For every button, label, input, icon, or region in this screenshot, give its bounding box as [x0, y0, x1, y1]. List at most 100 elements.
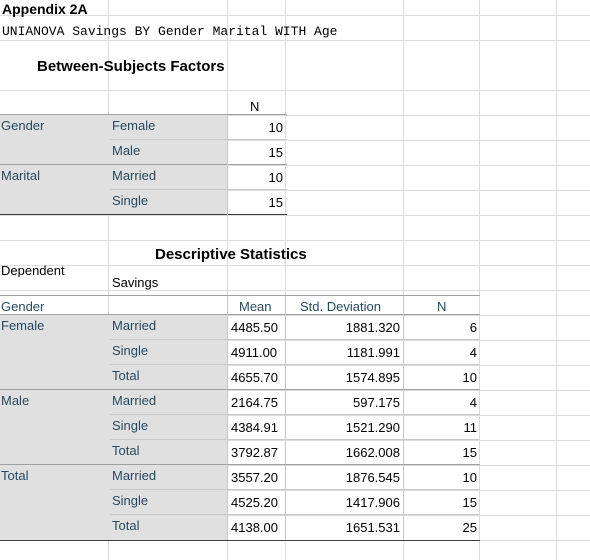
std-deviation-header: Std. Deviation — [300, 299, 381, 314]
dependent-variable-value: Savings — [112, 275, 159, 290]
grid-row-line — [0, 140, 590, 141]
n-cell: 25 — [462, 520, 477, 535]
n-cell: 15 — [462, 445, 477, 460]
grid-row-line — [0, 90, 590, 91]
grid-col-line — [285, 0, 286, 560]
marital-row-label: Married — [112, 318, 157, 333]
n-cell: 10 — [462, 370, 477, 385]
table-rule — [110, 339, 480, 340]
grid-row-line — [0, 215, 590, 216]
n-cell: 4 — [469, 345, 477, 360]
factor-level-n: 10 — [268, 170, 283, 185]
mean-cell: 4525.20 — [231, 495, 278, 510]
gender-header: Gender — [1, 299, 45, 314]
grid-row-line — [0, 265, 590, 266]
grid-row-line — [0, 365, 590, 366]
gender-group-label: Total — [1, 468, 29, 483]
column-separator — [227, 115, 228, 215]
std-deviation-cell: 1876.545 — [345, 470, 400, 485]
grid-row-line — [0, 290, 590, 291]
syntax-command: UNIANOVA Savings BY Gender Marital WITH … — [2, 24, 338, 39]
n-cell: 15 — [462, 495, 477, 510]
mean-cell: 4655.70 — [231, 370, 278, 385]
n-cell: 6 — [469, 320, 477, 335]
table-rule — [0, 314, 480, 315]
table-rule — [110, 489, 480, 490]
std-deviation-cell: 1651.531 — [345, 520, 400, 535]
table-rule — [0, 295, 480, 296]
table-rule — [110, 364, 480, 365]
factor-level-n: 15 — [268, 145, 283, 160]
column-separator — [403, 296, 404, 540]
marital-row-label: Total — [112, 368, 140, 383]
n-header: N — [437, 299, 447, 314]
std-deviation-cell: 1181.991 — [346, 345, 400, 360]
grid-row-line — [0, 40, 590, 41]
gender-group-label: Female — [1, 318, 45, 333]
table-rule — [0, 464, 480, 465]
grid-row-line — [0, 440, 590, 441]
grid-row-line — [0, 165, 590, 166]
n-cell: 4 — [469, 395, 477, 410]
std-deviation-cell: 1574.895 — [345, 370, 400, 385]
factor-level-label: Married — [112, 168, 157, 183]
table-rule — [0, 389, 480, 390]
std-deviation-cell: 1662.008 — [345, 445, 400, 460]
mean-cell: 4485.50 — [231, 320, 278, 335]
marital-row-label: Married — [112, 468, 157, 483]
factors-n-header: N — [250, 99, 260, 114]
table-rule — [0, 114, 287, 115]
n-cell: 11 — [463, 420, 478, 435]
dependent-variable-label: Dependent Variable: — [1, 265, 65, 277]
column-separator — [227, 296, 228, 540]
table-rule — [0, 540, 480, 541]
factor-level-n: 10 — [268, 120, 283, 135]
std-deviation-cell: 1417.906 — [345, 495, 400, 510]
column-separator — [285, 296, 286, 540]
marital-row-label: Total — [112, 443, 140, 458]
mean-cell: 4138.00 — [231, 520, 278, 535]
std-deviation-cell: 1881.320 — [345, 320, 400, 335]
marital-row-label: Single — [112, 343, 149, 358]
grid-col-line — [479, 0, 480, 560]
grid-row-line — [0, 15, 590, 16]
marital-row-label: Married — [112, 393, 157, 408]
grid-row-line — [0, 515, 590, 516]
n-cell: 10 — [462, 470, 477, 485]
grid-row-line — [0, 115, 590, 116]
grid-row-line — [0, 240, 590, 241]
marital-row-label: Single — [112, 418, 149, 433]
grid-col-line — [227, 0, 228, 560]
table-rule — [110, 189, 287, 190]
table-rule — [0, 164, 287, 165]
mean-cell: 3557.20 — [231, 470, 278, 485]
grid-row-line — [0, 390, 590, 391]
mean-cell: 2164.75 — [231, 395, 278, 410]
factor-name-marital: Marital — [1, 168, 41, 183]
table-rule — [110, 139, 287, 140]
table-rule — [110, 514, 480, 515]
grid-row-line — [0, 190, 590, 191]
table-rule — [0, 214, 287, 215]
factor-level-n: 15 — [268, 195, 283, 210]
table-rule — [110, 439, 480, 440]
grid-row-line — [0, 340, 590, 341]
marital-row-label: Total — [112, 518, 140, 533]
factors-heading: Between-Subjects Factors — [37, 58, 225, 75]
factors-label-shade — [0, 115, 227, 215]
mean-cell: 4911.00 — [231, 345, 278, 360]
grid-col-line — [108, 0, 109, 560]
std-deviation-cell: 597.175 — [353, 395, 400, 410]
gender-group-label: Male — [1, 393, 30, 408]
grid-row-line — [0, 315, 590, 316]
grid-col-line — [403, 0, 404, 560]
factor-level-label: Female — [112, 118, 156, 133]
factor-level-label: Male — [112, 143, 141, 158]
factor-name-gender: Gender — [1, 118, 45, 133]
descriptives-label-shade — [0, 315, 227, 540]
marital-row-label: Single — [112, 493, 149, 508]
factor-level-label: Single — [112, 193, 149, 208]
grid-row-line — [0, 465, 590, 466]
mean-header: Mean — [239, 299, 272, 314]
table-rule — [110, 414, 480, 415]
